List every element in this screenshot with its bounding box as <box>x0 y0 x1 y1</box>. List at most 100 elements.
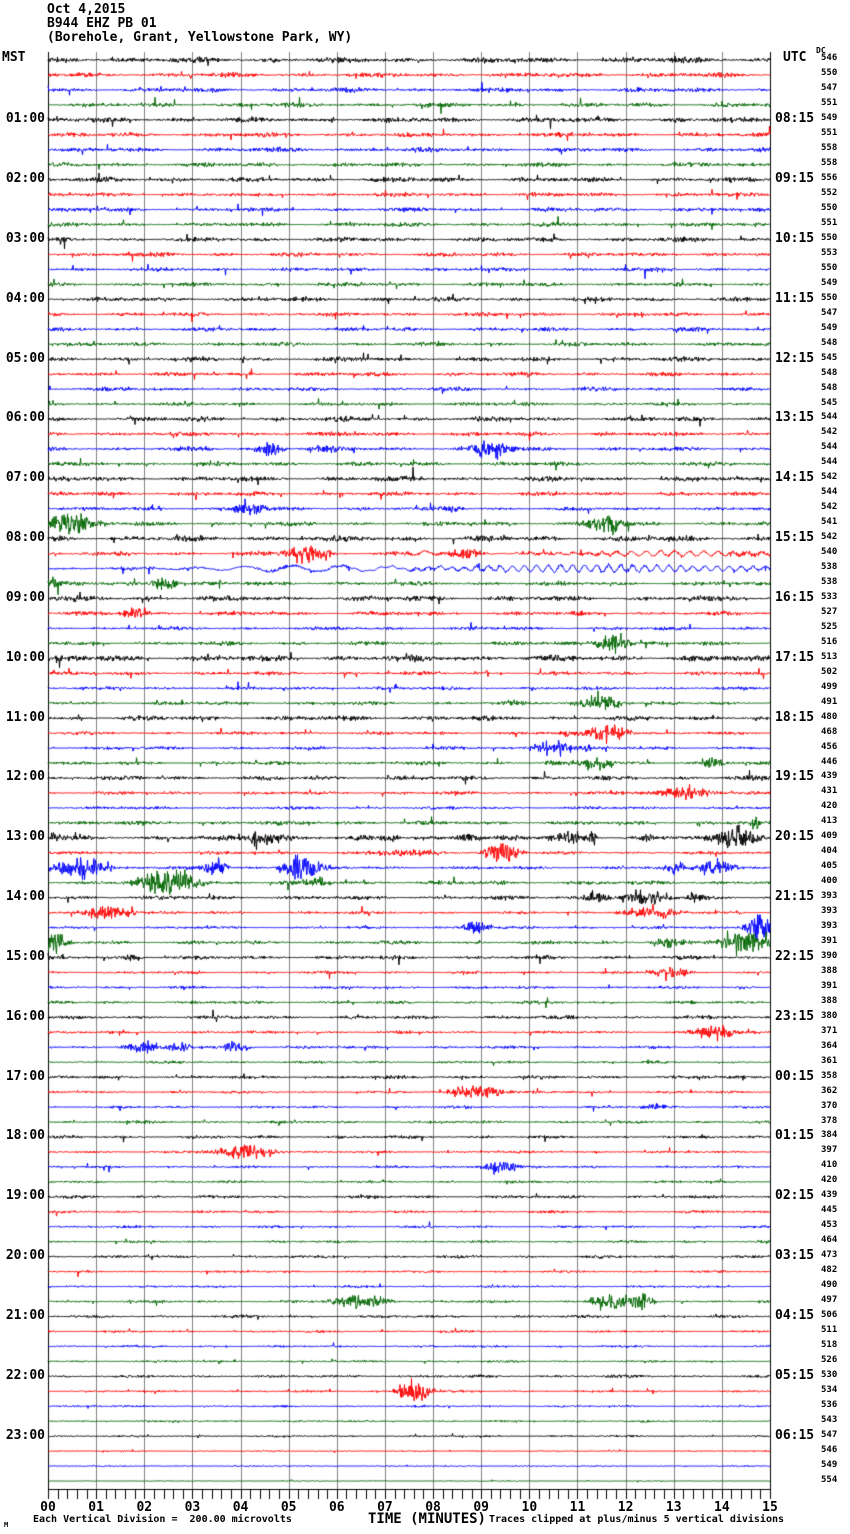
dc-offset-value: 516 <box>821 636 838 647</box>
utc-time-label: 10:15 <box>775 230 815 246</box>
dc-offset-value: 445 <box>821 1205 838 1216</box>
dc-offset-value: 499 <box>821 681 838 692</box>
mst-time-label: 20:00 <box>5 1248 45 1264</box>
mst-time-label: 16:00 <box>5 1008 45 1024</box>
dc-offset-value: 542 <box>821 472 838 483</box>
dc-offset-value: 549 <box>821 1459 838 1470</box>
x-tick-label: 12 <box>617 1500 634 1515</box>
x-tick-label: 10 <box>521 1500 538 1515</box>
mst-time-label: 19:00 <box>5 1188 45 1204</box>
utc-time-label: 17:15 <box>775 649 815 665</box>
dc-offset-value: 525 <box>821 621 838 632</box>
dc-offset-value: 400 <box>821 876 838 887</box>
title-date: Oct 4,2015 <box>47 2 126 17</box>
dc-offset-value: 393 <box>821 891 838 902</box>
dc-offset-value: 413 <box>821 816 838 827</box>
dc-offset-value: 550 <box>821 68 838 79</box>
x-tick-label: 04 <box>232 1500 249 1515</box>
dc-offset-value: 550 <box>821 292 838 303</box>
dc-offset-value: 544 <box>821 442 838 453</box>
dc-offset-value: 473 <box>821 1250 838 1261</box>
dc-offset-value: 551 <box>821 218 838 229</box>
x-axis-title: TIME (MINUTES) <box>367 1511 486 1527</box>
dc-offset-value: 546 <box>821 53 838 64</box>
dc-offset-value: 552 <box>821 188 838 199</box>
dc-offset-value: 404 <box>821 846 838 857</box>
footer-scale-note: Each Vertical Division = 200.00 microvol… <box>33 1514 292 1525</box>
dc-offset-value: 364 <box>821 1040 838 1051</box>
corner-mark: M <box>4 1521 9 1529</box>
dc-offset-value: 544 <box>821 457 838 468</box>
dc-offset-value: 558 <box>821 158 838 169</box>
mst-time-label: 02:00 <box>5 171 45 187</box>
utc-time-label: 02:15 <box>775 1188 815 1204</box>
dc-offset-value: 480 <box>821 711 838 722</box>
mst-time-label: 11:00 <box>5 709 45 725</box>
dc-offset-value: 545 <box>821 352 838 363</box>
dc-offset-value: 490 <box>821 1280 838 1291</box>
dc-offset-value: 540 <box>821 547 838 558</box>
dc-offset-value: 526 <box>821 1354 838 1365</box>
dc-offset-value: 431 <box>821 786 838 797</box>
utc-time-label: 16:15 <box>775 589 815 605</box>
dc-offset-value: 482 <box>821 1265 838 1276</box>
dc-offset-value: 491 <box>821 696 838 707</box>
dc-offset-value: 468 <box>821 726 838 737</box>
dc-offset-value: 393 <box>821 921 838 932</box>
dc-offset-value: 527 <box>821 606 838 617</box>
dc-offset-value: 511 <box>821 1324 838 1335</box>
utc-time-label: 11:15 <box>775 290 815 306</box>
x-tick-label: 03 <box>184 1500 201 1515</box>
dc-offset-value: 556 <box>821 173 838 184</box>
dc-offset-value: 362 <box>821 1085 838 1096</box>
dc-offset-value: 371 <box>821 1025 838 1036</box>
mst-time-label: 22:00 <box>5 1367 45 1383</box>
dc-offset-value: 361 <box>821 1055 838 1066</box>
mst-time-label: 09:00 <box>5 589 45 605</box>
utc-time-label: 20:15 <box>775 829 815 845</box>
dc-offset-value: 378 <box>821 1115 838 1126</box>
dc-offset-value: 544 <box>821 487 838 498</box>
dc-offset-value: 391 <box>821 936 838 947</box>
mst-time-label: 15:00 <box>5 948 45 964</box>
utc-time-label: 19:15 <box>775 769 815 785</box>
utc-time-label: 06:15 <box>775 1427 815 1443</box>
dc-offset-value: 446 <box>821 756 838 767</box>
x-tick-label: 07 <box>377 1500 393 1515</box>
mst-time-label: 03:00 <box>5 230 45 246</box>
dc-offset-value: 547 <box>821 83 838 94</box>
x-tick-label: 13 <box>665 1500 682 1515</box>
utc-time-label: 00:15 <box>775 1068 815 1084</box>
dc-offset-value: 553 <box>821 247 838 258</box>
x-tick-label: 02 <box>136 1500 153 1515</box>
utc-time-label: 08:15 <box>775 111 815 127</box>
mst-time-label: 18:00 <box>5 1128 45 1144</box>
dc-offset-value: 547 <box>821 1429 838 1440</box>
dc-offset-value: 502 <box>821 666 838 677</box>
dc-offset-value: 530 <box>821 1369 838 1380</box>
x-tick-label: 11 <box>569 1500 586 1515</box>
dc-column-header: DC <box>816 46 826 55</box>
footer-clip-note: Traces clipped at plus/minus 5 vertical … <box>489 1514 785 1525</box>
mst-time-label: 13:00 <box>5 829 45 845</box>
mst-time-label: 01:00 <box>5 111 45 127</box>
utc-time-label: 21:15 <box>775 889 815 905</box>
dc-offset-value: 397 <box>821 1145 838 1156</box>
dc-offset-value: 548 <box>821 382 838 393</box>
utc-time-label: 05:15 <box>775 1367 815 1383</box>
dc-offset-value: 534 <box>821 1384 838 1395</box>
utc-time-label: 04:15 <box>775 1307 815 1323</box>
dc-offset-value: 506 <box>821 1309 838 1320</box>
x-tick-label: 08 <box>425 1500 441 1515</box>
dc-offset-value: 393 <box>821 906 838 917</box>
dc-offset-value: 518 <box>821 1339 838 1350</box>
x-tick-label: 09 <box>473 1500 490 1515</box>
dc-offset-value: 464 <box>821 1235 838 1246</box>
mst-column-header: MST <box>2 50 26 65</box>
dc-offset-value: 545 <box>821 397 838 408</box>
dc-offset-value: 420 <box>821 801 838 812</box>
utc-time-label: 09:15 <box>775 171 815 187</box>
dc-offset-value: 380 <box>821 1010 838 1021</box>
utc-time-label: 12:15 <box>775 350 815 366</box>
